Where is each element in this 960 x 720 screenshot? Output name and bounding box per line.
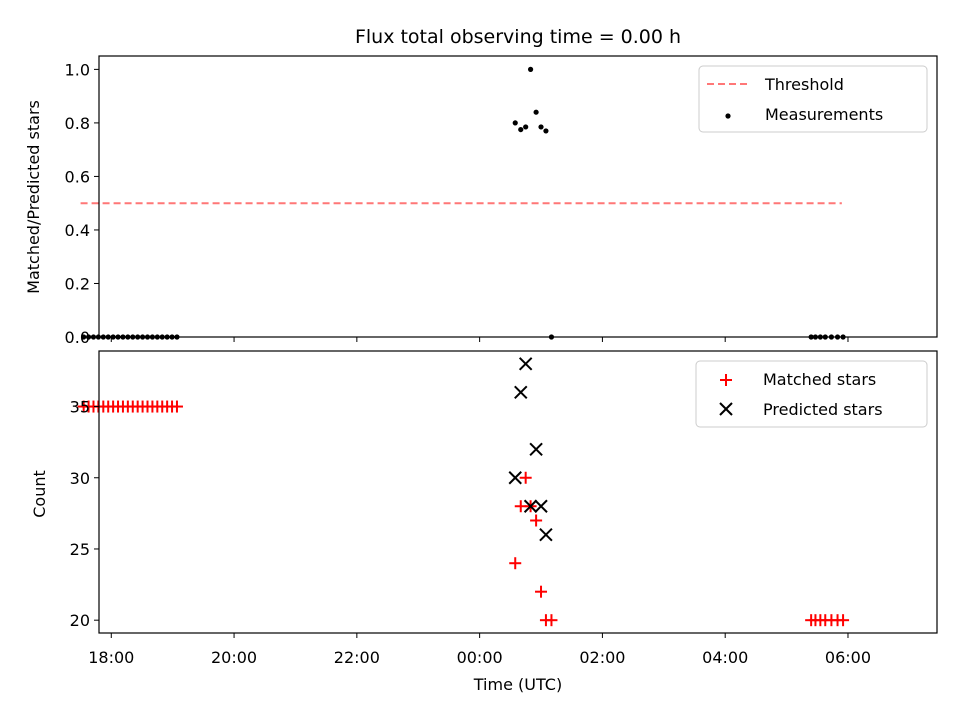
top-y-axis: 0.0 0.2 0.4 0.6 0.8 1.0 (65, 60, 99, 347)
predicted-star-point (514, 385, 528, 400)
bottom-panel: 20 25 30 35 18:00 20:00 22:00 00:00 02:00 04:00 0… (30, 350, 938, 694)
legend-measurements-swatch (725, 113, 731, 119)
matched-star-point (509, 557, 522, 570)
top-legend: Threshold Measurements (698, 65, 928, 133)
top-y-tick-label: 0.8 (65, 114, 90, 133)
legend-matched-swatch (720, 374, 732, 386)
measurement-point (512, 120, 518, 126)
bottom-axes-frame (98, 350, 938, 634)
measurement-point (527, 66, 534, 72)
x-tick-label: 04:00 (702, 648, 748, 667)
top-y-axis-label: Matched/Predicted stars (24, 100, 43, 294)
x-axis-label: Time (UTC) (473, 675, 562, 694)
top-y-tick-label: 0.6 (65, 167, 90, 186)
x-tick-label: 18:00 (88, 648, 134, 667)
top-panel: 0.0 0.2 0.4 0.6 0.8 1.0 Matched/Predicted sta… (24, 55, 938, 347)
top-y-tick-label: 1.0 (65, 60, 90, 79)
predicted-star-point (529, 442, 543, 456)
matched-star-point (530, 514, 543, 527)
matched-star-point (837, 614, 850, 627)
x-tick-label: 02:00 (579, 648, 625, 667)
bottom-y-axis-label: Count (30, 470, 49, 518)
measurement-point (533, 109, 539, 115)
bottom-y-tick-label: 30 (70, 469, 90, 488)
matched-star-point (519, 471, 532, 484)
x-tick-label: 20:00 (211, 648, 257, 667)
legend-matched-label: Matched stars (763, 370, 876, 389)
top-plot-area (80, 66, 846, 340)
measurement-point (523, 124, 529, 130)
measurement-point (81, 334, 87, 340)
matched-star-point (170, 400, 183, 413)
x-tick-label: 06:00 (825, 648, 871, 667)
x-tick-label: 22:00 (334, 648, 380, 667)
measurement-point (85, 334, 92, 340)
predicted-star-point (523, 499, 538, 513)
bottom-plot-area (77, 357, 850, 627)
legend-predicted-swatch (719, 402, 733, 416)
top-y-tick-label: 0.2 (65, 274, 90, 293)
predicted-star-point (508, 471, 522, 485)
top-y-tick-label: 0.4 (65, 221, 90, 240)
chart-title: Flux total observing time = 0.00 h (355, 26, 681, 48)
measurement-point (538, 124, 544, 130)
top-x-ticks (110, 337, 849, 342)
bottom-y-tick-label: 20 (70, 611, 90, 630)
x-tick-label: 00:00 (457, 648, 503, 667)
legend-measurements-label: Measurements (765, 105, 883, 124)
bottom-y-tick-label: 35 (70, 398, 90, 417)
bottom-legend: Matched stars Predicted stars (695, 360, 928, 428)
predicted-star-point (518, 357, 533, 371)
top-axes-frame (98, 55, 938, 338)
legend-threshold-label: Threshold (764, 75, 844, 94)
matched-star-point (545, 614, 558, 627)
bottom-x-axis: 18:00 20:00 22:00 00:00 02:00 04:00 06:00 (88, 633, 871, 667)
predicted-star-point (534, 499, 548, 513)
bottom-y-axis: 20 25 30 35 (70, 398, 99, 630)
measurement-point (543, 128, 549, 134)
measurement-point (90, 334, 97, 340)
measurement-point (518, 126, 524, 133)
legend-predicted-label: Predicted stars (763, 400, 883, 419)
matched-star-point (535, 585, 548, 598)
top-y-tick-label: 0.0 (65, 328, 90, 347)
predicted-star-point (539, 528, 553, 542)
bottom-y-tick-label: 25 (70, 540, 90, 559)
